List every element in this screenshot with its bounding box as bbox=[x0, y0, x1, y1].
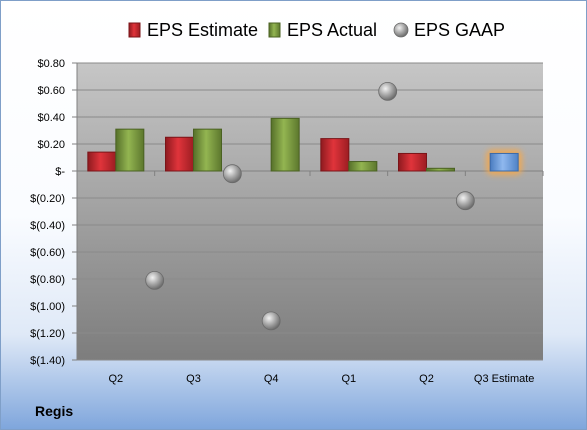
company-name: Regis bbox=[35, 403, 74, 419]
legend-label: EPS Estimate bbox=[147, 20, 258, 40]
y-tick-label: $(1.40) bbox=[30, 355, 65, 367]
eps-gaap-point bbox=[261, 311, 281, 331]
x-axis: Q2 Q3 Q4 Q1 Q2 Q3 Estimate bbox=[76, 170, 544, 385]
x-tick-label: Q3 Estimate bbox=[474, 373, 535, 385]
y-tick-label: $(0.40) bbox=[30, 220, 65, 232]
legend: EPS Estimate EPS Actual EPS GAAP bbox=[128, 20, 505, 40]
legend-label: EPS GAAP bbox=[414, 20, 505, 40]
y-tick-label: $0.60 bbox=[37, 85, 65, 97]
eps-gaap-point bbox=[455, 191, 475, 211]
y-tick-label: $(0.60) bbox=[30, 247, 65, 259]
y-tick-label: $(0.80) bbox=[30, 274, 65, 286]
eps-actual-bar bbox=[115, 128, 145, 172]
legend-swatch bbox=[393, 22, 409, 38]
y-axis: $0.80 $0.60 $0.40 $0.20 $- $(0.20) $(0.40) $(0.… bbox=[30, 58, 78, 367]
y-tick-label: $0.40 bbox=[37, 112, 65, 124]
plot-area bbox=[77, 63, 543, 360]
eps-estimate-bar bbox=[165, 136, 194, 172]
x-tick-label: Q2 bbox=[108, 373, 123, 385]
data-marks bbox=[87, 81, 523, 331]
eps-estimate-bar bbox=[398, 152, 427, 172]
eps-actual-bar bbox=[426, 167, 455, 172]
legend-label: EPS Actual bbox=[287, 20, 377, 40]
y-tick-label: $(1.00) bbox=[30, 301, 65, 313]
eps-gaap-point bbox=[378, 81, 398, 101]
eps-estimate-bar bbox=[320, 138, 350, 172]
eps-gaap-point bbox=[222, 164, 242, 184]
x-tick-label: Q2 bbox=[419, 373, 434, 385]
y-tick-label: $(0.20) bbox=[30, 193, 65, 205]
y-tick-label: $(1.20) bbox=[30, 328, 65, 340]
eps-actual-bar bbox=[348, 161, 378, 172]
eps-actual-bar bbox=[193, 128, 222, 172]
eps-gaap-point bbox=[145, 270, 165, 290]
x-tick-label: Q3 bbox=[186, 373, 201, 385]
legend-swatch bbox=[128, 22, 141, 38]
y-tick-label: $- bbox=[55, 166, 65, 178]
x-tick-label: Q4 bbox=[264, 373, 279, 385]
eps-estimate-bar bbox=[87, 151, 117, 172]
y-tick-label: $0.80 bbox=[37, 58, 65, 70]
eps-actual-bar bbox=[270, 117, 300, 172]
x-tick-label: Q1 bbox=[341, 373, 356, 385]
y-tick-label: $0.20 bbox=[37, 139, 65, 151]
legend-swatch bbox=[268, 22, 281, 38]
q3-estimate-bar bbox=[489, 152, 519, 172]
